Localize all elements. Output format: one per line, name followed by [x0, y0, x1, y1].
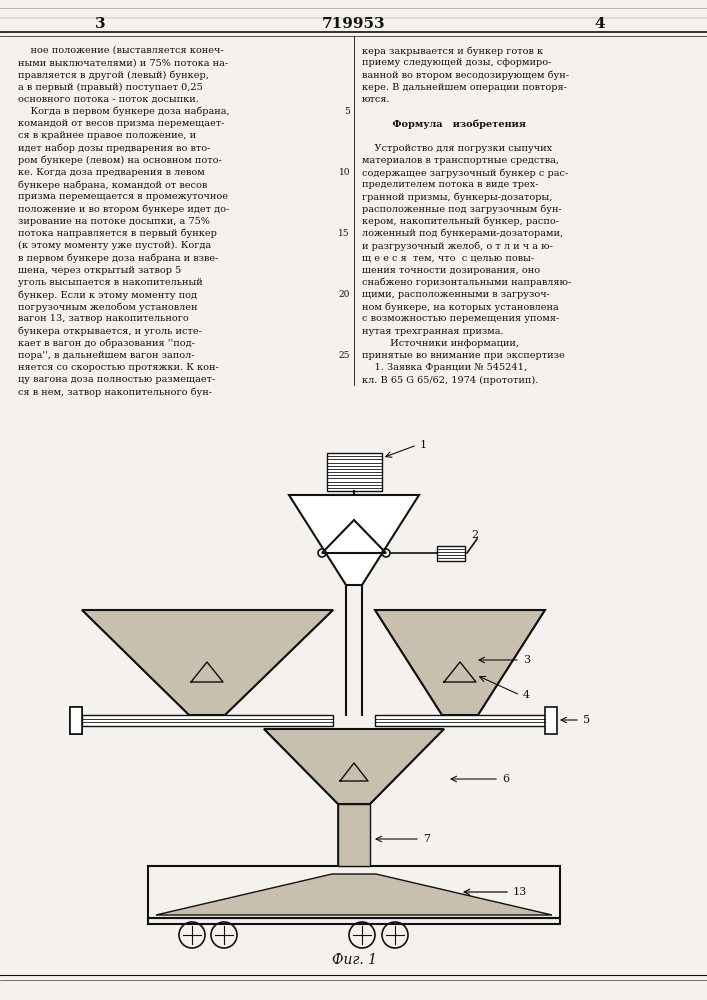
Text: 6: 6	[502, 774, 509, 784]
Text: Устройство для погрузки сыпучих: Устройство для погрузки сыпучих	[362, 144, 552, 153]
Polygon shape	[82, 610, 333, 715]
Text: гранной призмы, бункеры-дозаторы,: гранной призмы, бункеры-дозаторы,	[362, 192, 552, 202]
Bar	[545, 707, 557, 734]
Text: 20: 20	[339, 290, 350, 299]
Bar	[437, 546, 465, 561]
Text: командой от весов призма перемещает-: командой от весов призма перемещает-	[18, 119, 224, 128]
Text: положение и во втором бункере идет до-: положение и во втором бункере идет до-	[18, 205, 229, 214]
Text: вагон 13, затвор накопительного: вагон 13, затвор накопительного	[18, 314, 189, 323]
Text: Когда в первом бункере доза набрана,: Когда в первом бункере доза набрана,	[18, 107, 230, 116]
Bar	[70, 707, 82, 734]
Text: 3: 3	[523, 655, 530, 665]
Text: 1: 1	[420, 440, 427, 450]
Bar	[148, 918, 560, 924]
Text: с возможностью перемещения упомя-: с возможностью перемещения упомя-	[362, 314, 559, 323]
Text: (к этому моменту уже пустой). Когда: (к этому моменту уже пустой). Когда	[18, 241, 211, 250]
Polygon shape	[264, 729, 444, 804]
Text: щими, расположенными в загрузоч-: щими, расположенными в загрузоч-	[362, 290, 550, 299]
Text: ложенный под бункерами-дозаторами,: ложенный под бункерами-дозаторами,	[362, 229, 563, 238]
Text: 10: 10	[339, 168, 350, 177]
Text: пора'', в дальнейшем вагон запол-: пора'', в дальнейшем вагон запол-	[18, 351, 194, 360]
Text: 25: 25	[339, 351, 350, 360]
Bar	[375, 715, 545, 726]
Text: потока направляется в первый бункер: потока направляется в первый бункер	[18, 229, 217, 238]
Text: ются.: ются.	[362, 95, 391, 104]
Text: снабжено горизонтальными направляю-: снабжено горизонтальными направляю-	[362, 278, 571, 287]
Text: кера закрывается и бункер готов к: кера закрывается и бункер готов к	[362, 46, 543, 55]
Text: кает в вагон до образования ''под-: кает в вагон до образования ''под-	[18, 339, 195, 348]
Text: приему следующей дозы, сформиро-: приему следующей дозы, сформиро-	[362, 58, 551, 67]
Bar	[148, 866, 560, 918]
Text: 3: 3	[95, 17, 105, 31]
Text: принятые во внимание при экспертизе: принятые во внимание при экспертизе	[362, 351, 565, 360]
Text: 2: 2	[471, 530, 478, 540]
Text: няется со скоростью протяжки. К кон-: няется со скоростью протяжки. К кон-	[18, 363, 218, 372]
Text: уголь высыпается в накопительный: уголь высыпается в накопительный	[18, 278, 203, 287]
Text: 1. Заявка Франции № 545241,: 1. Заявка Франции № 545241,	[362, 363, 527, 372]
Text: цу вагона доза полностью размещает-: цу вагона доза полностью размещает-	[18, 375, 215, 384]
Text: 719953: 719953	[322, 17, 386, 31]
Bar	[338, 804, 370, 866]
Text: в первом бункере доза набрана и взве-: в первом бункере доза набрана и взве-	[18, 253, 218, 263]
Text: основного потока - поток досыпки.: основного потока - поток досыпки.	[18, 95, 199, 104]
Text: ке. Когда доза предварения в левом: ке. Когда доза предварения в левом	[18, 168, 205, 177]
Text: идет набор дозы предварения во вто-: идет набор дозы предварения во вто-	[18, 144, 211, 153]
Text: а в первый (правый) поступает 0,25: а в первый (правый) поступает 0,25	[18, 83, 203, 92]
Text: пределителем потока в виде трех-: пределителем потока в виде трех-	[362, 180, 539, 189]
Text: 5: 5	[583, 715, 590, 725]
Text: бункер. Если к этому моменту под: бункер. Если к этому моменту под	[18, 290, 197, 300]
Text: материалов в транспортные средства,: материалов в транспортные средства,	[362, 156, 559, 165]
Text: зирование на потоке досыпки, а 75%: зирование на потоке досыпки, а 75%	[18, 217, 210, 226]
Polygon shape	[156, 874, 552, 915]
Polygon shape	[289, 495, 419, 585]
Text: шения точности дозирования, оно: шения точности дозирования, оно	[362, 266, 540, 275]
Bar	[327, 453, 382, 491]
Polygon shape	[338, 804, 370, 866]
Text: Фиг. 1: Фиг. 1	[332, 953, 377, 967]
Text: щ е е с я  тем, что  с целью повы-: щ е е с я тем, что с целью повы-	[362, 253, 534, 262]
Text: 5: 5	[344, 107, 350, 116]
Text: 13: 13	[513, 887, 527, 897]
Text: Источники информации,: Источники информации,	[362, 339, 519, 348]
Text: шена, через открытый затвор 5: шена, через открытый затвор 5	[18, 266, 181, 275]
Text: погрузочным желобом установлен: погрузочным желобом установлен	[18, 302, 197, 312]
Polygon shape	[322, 520, 386, 553]
Bar	[70, 707, 82, 734]
Text: ром бункере (левом) на основном пото-: ром бункере (левом) на основном пото-	[18, 156, 222, 165]
Text: бункере набрана, командой от весов: бункере набрана, командой от весов	[18, 180, 207, 190]
Polygon shape	[375, 610, 545, 715]
Text: 7: 7	[423, 834, 430, 844]
Text: 15: 15	[339, 229, 350, 238]
Text: 4: 4	[595, 17, 605, 31]
Text: нутая трехгранная призма.: нутая трехгранная призма.	[362, 327, 503, 336]
Text: и разгрузочный желоб, о т л и ч а ю-: и разгрузочный желоб, о т л и ч а ю-	[362, 241, 553, 251]
Bar	[82, 715, 333, 726]
Text: содержащее загрузочный бункер с рас-: содержащее загрузочный бункер с рас-	[362, 168, 568, 178]
Text: кером, накопительный бункер, распо-: кером, накопительный бункер, распо-	[362, 217, 559, 226]
Text: бункера открывается, и уголь исте-: бункера открывается, и уголь исте-	[18, 327, 202, 336]
Text: ными выключателями) и 75% потока на-: ными выключателями) и 75% потока на-	[18, 58, 228, 67]
Text: ном бункере, на которых установлена: ном бункере, на которых установлена	[362, 302, 559, 312]
Text: ванной во втором весодозирующем бун-: ванной во втором весодозирующем бун-	[362, 70, 569, 80]
Text: правляется в другой (левый) бункер,: правляется в другой (левый) бункер,	[18, 70, 209, 80]
Text: Формула   изобретения: Формула изобретения	[362, 119, 526, 129]
Text: кере. В дальнейшем операции повторя-: кере. В дальнейшем операции повторя-	[362, 83, 567, 92]
Text: расположенные под загрузочным бун-: расположенные под загрузочным бун-	[362, 205, 562, 214]
Text: ся в крайнее правое положение, и: ся в крайнее правое положение, и	[18, 131, 196, 140]
Text: кл. В 65 G 65/62, 1974 (прототип).: кл. В 65 G 65/62, 1974 (прототип).	[362, 375, 538, 385]
Text: 4: 4	[523, 690, 530, 700]
Text: призма перемещается в промежуточное: призма перемещается в промежуточное	[18, 192, 228, 201]
Text: ся в нем, затвор накопительного бун-: ся в нем, затвор накопительного бун-	[18, 388, 212, 397]
Text: ное положение (выставляется конеч-: ное положение (выставляется конеч-	[18, 46, 223, 55]
